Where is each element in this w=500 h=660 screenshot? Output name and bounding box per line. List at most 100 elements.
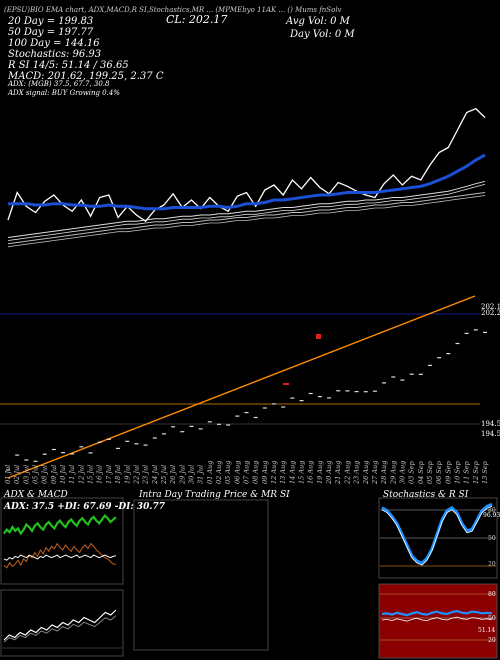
stoch-value-label: 96.93 bbox=[483, 512, 500, 519]
date-tick-label: 29 Aug bbox=[389, 461, 397, 485]
adx-readout: ADX: (MGB) 37.5, 67.7, 30.8 bbox=[8, 80, 110, 88]
date-tick-label: 01 Aug bbox=[206, 461, 214, 484]
adx-panel-frame bbox=[0, 497, 124, 585]
series-ema-100 bbox=[7, 192, 486, 245]
date-tick-label: 21 Aug bbox=[334, 461, 342, 485]
date-tick-label: 19 Jul bbox=[123, 465, 131, 484]
date-tick-label: 10 Jul bbox=[59, 465, 67, 484]
adx-signal: ADX signal: BUY Growing 0.4% bbox=[8, 89, 120, 97]
date-tick-label: 03 Jul bbox=[22, 465, 30, 484]
date-tick-label: 16 Jul bbox=[96, 465, 104, 484]
date-tick-label: 13 Sep bbox=[481, 460, 489, 484]
ma20-readout: 20 Day = 199.83 bbox=[8, 16, 94, 27]
rsi-tick-label: 20 bbox=[488, 637, 496, 644]
date-tick-label: 22 Aug bbox=[343, 461, 351, 485]
date-tick-label: 19 Aug bbox=[316, 461, 324, 484]
date-tick-label: 23 Aug bbox=[353, 461, 361, 485]
stochastic-line bbox=[381, 502, 493, 565]
series-ema-50 bbox=[7, 180, 486, 238]
stoch-tick-label: 20 bbox=[488, 561, 496, 568]
stoch-tick-label: 50 bbox=[488, 535, 496, 542]
avg-volume: Avg Vol: 0 M bbox=[286, 16, 350, 27]
series-ema-50-band bbox=[7, 183, 486, 241]
price-label-2: 202.21 bbox=[481, 309, 500, 317]
date-tick-label: 30 Aug bbox=[398, 461, 406, 484]
date-tick-label: 05 Jul bbox=[32, 465, 40, 484]
date-tick-label: 28 Aug bbox=[380, 461, 388, 485]
series-ema-20 bbox=[8, 153, 486, 211]
date-tick-label: 26 Jul bbox=[169, 465, 177, 485]
macd-signal-line bbox=[3, 615, 117, 643]
macd-line bbox=[3, 609, 117, 641]
date-tick-label: 03 Sep bbox=[408, 460, 416, 484]
intraday-panel-frame bbox=[133, 499, 269, 651]
rsi-value-label: 51.14 bbox=[478, 627, 495, 634]
close-readout: CL: 202.17 bbox=[166, 13, 228, 26]
date-tick-label: 02 Jul bbox=[13, 465, 21, 484]
date-tick-label: 23 Jul bbox=[142, 465, 150, 485]
date-tick-label: 22 Jul bbox=[132, 465, 140, 485]
date-tick-label: 17 Jul bbox=[105, 465, 113, 484]
date-tick-label: 13 Aug bbox=[279, 461, 287, 484]
date-tick-label: 09 Aug bbox=[261, 461, 269, 484]
adx-panel-readout: ADX: 37.5 +DI: 67.69 -DI: 30.77 bbox=[4, 502, 165, 512]
series-close bbox=[7, 107, 486, 223]
date-tick-label: 11 Jul bbox=[68, 465, 76, 484]
trend-line bbox=[7, 295, 476, 479]
date-tick-label: 26 Aug bbox=[362, 461, 370, 485]
stoch-panel-title: Stochastics & R SI bbox=[383, 490, 469, 500]
date-tick-label: 04 Sep bbox=[417, 460, 425, 484]
rsi-line bbox=[381, 609, 493, 617]
top-info-strip: (EPSU)BIO EMA chart, ADX,MACD,R SI,Stoch… bbox=[4, 6, 342, 14]
adx-panel-title: ADX & MACD bbox=[4, 490, 68, 500]
date-tick-label: 27 Aug bbox=[371, 461, 379, 485]
adx-series-adx bbox=[3, 554, 117, 561]
rsi-tick-label: 50 bbox=[488, 615, 496, 622]
price-label-current: 202.17 bbox=[481, 303, 500, 311]
adx-series-di bbox=[3, 513, 117, 536]
rsi-panel-frame bbox=[378, 583, 498, 659]
date-tick-label: 24 Jul bbox=[151, 465, 159, 485]
date-tick-label: 16 Aug bbox=[307, 461, 315, 484]
date-tick-label: 05 Aug bbox=[224, 461, 232, 484]
date-tick-label: 06 Sep bbox=[435, 460, 443, 484]
date-tick-label: 14 Aug bbox=[288, 461, 296, 484]
rsi-readout: R SI 14/5: 51.14 / 36.65 bbox=[8, 60, 129, 71]
date-tick-label: 08 Aug bbox=[252, 461, 260, 484]
price-label-3: 194.58 bbox=[481, 420, 500, 428]
adx-series-di bbox=[3, 542, 117, 569]
signal-marker bbox=[316, 334, 321, 339]
ma100-readout: 100 Day = 144.16 bbox=[8, 38, 100, 49]
date-tick-label: 09 Sep bbox=[444, 460, 452, 484]
date-tick-label: 02 Aug bbox=[215, 461, 223, 484]
date-tick-label: 18 Jul bbox=[114, 465, 122, 484]
date-tick-label: 12 Sep bbox=[472, 460, 480, 484]
date-tick-label: 11 Sep bbox=[463, 460, 471, 484]
stochastics-readout: Stochastics: 96.93 bbox=[8, 49, 102, 60]
price-label-4: 194.58 bbox=[481, 430, 500, 438]
date-tick-label: 15 Jul bbox=[87, 465, 95, 484]
date-tick-label: 12 Aug bbox=[270, 461, 278, 484]
date-tick-label: 29 Jul bbox=[178, 465, 186, 485]
date-tick-label: 20 Aug bbox=[325, 461, 333, 485]
date-tick-label: 01 Jul bbox=[4, 465, 12, 484]
day-volume: Day Vol: 0 M bbox=[290, 29, 355, 40]
date-tick-label: 05 Sep bbox=[426, 460, 434, 484]
date-tick-label: 30 Jul bbox=[187, 465, 195, 484]
date-tick-label: 09 Jul bbox=[50, 465, 58, 484]
macd-readout: MACD: 201.62, 199.25, 2.37 C bbox=[8, 71, 164, 82]
stoch-tick-label: 80 bbox=[488, 507, 496, 514]
intraday-panel-title: Intra Day Trading Price & MR SI bbox=[139, 490, 290, 500]
date-tick-label: 07 Aug bbox=[243, 461, 251, 484]
stochastic-signal-line bbox=[381, 505, 493, 566]
date-tick-label: 06 Aug bbox=[233, 461, 241, 484]
date-tick-label: 31 Jul bbox=[197, 465, 205, 484]
date-tick-label: 15 Aug bbox=[298, 461, 306, 484]
ma50-readout: 50 Day = 197.77 bbox=[8, 27, 94, 38]
date-tick-label: 12 Jul bbox=[77, 465, 85, 484]
rsi-tick-label: 80 bbox=[488, 591, 496, 598]
main-price-chart: 01 Jul 02 Jul 03 Jul 05 Jul 08 Jul 09 Jul 10 J… bbox=[0, 107, 489, 485]
date-tick-label: 10 Sep bbox=[453, 460, 461, 484]
date-tick-label: 08 Jul bbox=[41, 465, 49, 484]
